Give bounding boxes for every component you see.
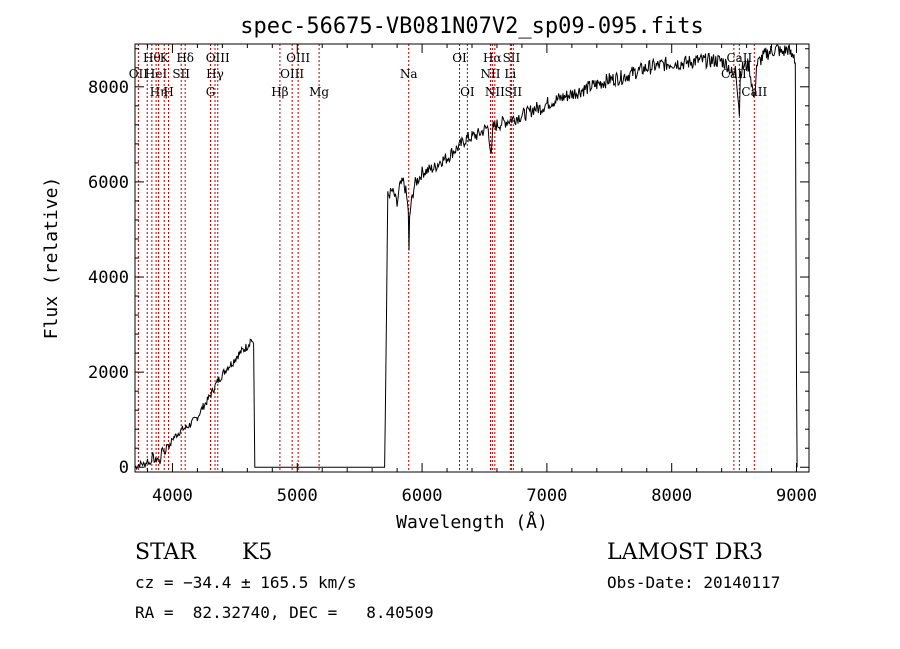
line-label: Hθ xyxy=(143,51,161,65)
x-tick-label: 5000 xyxy=(277,486,318,506)
line-label: OII xyxy=(129,67,149,81)
line-label: Mg xyxy=(309,85,329,99)
x-tick-label: 6000 xyxy=(402,486,443,506)
y-tick-label: 2000 xyxy=(88,363,129,383)
line-label: K xyxy=(160,51,170,65)
line-label: G xyxy=(206,85,216,99)
line-label: SII xyxy=(503,51,521,65)
x-tick-label: 9000 xyxy=(776,486,817,506)
line-label: NII xyxy=(485,85,505,99)
line-label: Hβ xyxy=(271,85,288,99)
y-tick-label: 0 xyxy=(119,458,129,478)
x-tick-label: 4000 xyxy=(152,486,193,506)
x-tick-label: 7000 xyxy=(526,486,567,506)
line-label: OIII xyxy=(206,51,230,65)
flux-curve xyxy=(134,44,798,471)
x-tick-label: 8000 xyxy=(651,486,692,506)
object-class: STAR xyxy=(135,540,196,565)
line-label: SII xyxy=(172,67,190,81)
y-axis-label: Flux (relative) xyxy=(41,177,62,340)
line-label: Li xyxy=(504,67,516,81)
line-label: CaII xyxy=(741,85,767,99)
chart-title: spec-56675-VB081N07V2_sp09-095.fits xyxy=(240,14,704,39)
line-label: Hη xyxy=(150,85,168,99)
sky-coordinates: RA = 82.32740, DEC = 8.40509 xyxy=(135,603,434,622)
line-label: Hδ xyxy=(176,51,194,65)
line-label: HeI xyxy=(145,67,168,81)
x-axis-label: Wavelength (Å) xyxy=(396,511,548,533)
line-label: Hγ xyxy=(206,67,224,81)
spectral-subclass: K5 xyxy=(242,540,273,565)
line-label: OIII xyxy=(286,51,310,65)
line-label: H xyxy=(163,85,173,99)
line-label: OI xyxy=(452,51,467,65)
y-axis-ticks: 0 2000 4000 6000 8000 xyxy=(88,48,809,478)
line-label: OIII xyxy=(280,67,304,81)
line-label: Na xyxy=(400,67,418,81)
line-label: Hα xyxy=(483,51,502,65)
line-label: NII xyxy=(480,67,500,81)
emission-line-markers: OII Hθ HeI Hη K H SII Hδ G Hγ OIII Hβ OIII OIII Mg Na OI… xyxy=(129,44,767,472)
y-tick-label: 4000 xyxy=(88,268,129,288)
y-tick-label: 6000 xyxy=(88,173,129,193)
survey-name: LAMOST DR3 xyxy=(607,540,763,565)
redshift-velocity: cz = −34.4 ± 165.5 km/s xyxy=(135,573,357,592)
observation-date: Obs-Date: 20140117 xyxy=(607,573,781,592)
line-label: OI xyxy=(460,85,475,99)
line-label: SII xyxy=(504,85,522,99)
plot-frame xyxy=(134,43,810,473)
y-tick-label: 8000 xyxy=(88,78,129,98)
x-axis-ticks: 4000 5000 6000 7000 8000 9000 xyxy=(146,44,817,506)
